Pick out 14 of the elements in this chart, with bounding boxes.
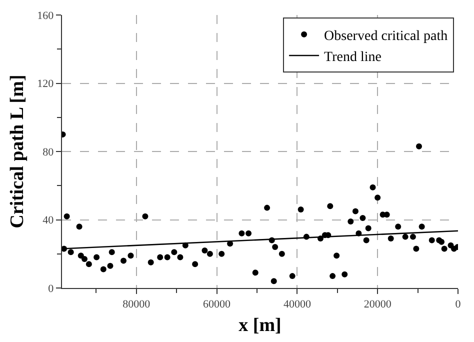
y-tick-label: 0 <box>48 282 54 295</box>
y-tick-label: 120 <box>37 78 54 90</box>
x-tick-label: 40000 <box>283 298 312 310</box>
legend-label: Trend line <box>324 50 382 65</box>
x-axis-title: x [m] <box>238 315 282 336</box>
x-tick-label: 0 <box>455 298 462 310</box>
legend-label: Observed critical path <box>324 28 448 44</box>
x-tick-label: 20000 <box>364 298 392 310</box>
y-tick-label: 80 <box>42 146 54 158</box>
y-tick-label: 160 <box>37 10 54 22</box>
x-tick-label: 60000 <box>203 298 232 310</box>
x-tick-label: 80000 <box>122 298 151 310</box>
y-axis-title: Critical path L [m] <box>7 74 28 228</box>
y-tick-label: 40 <box>42 214 54 227</box>
